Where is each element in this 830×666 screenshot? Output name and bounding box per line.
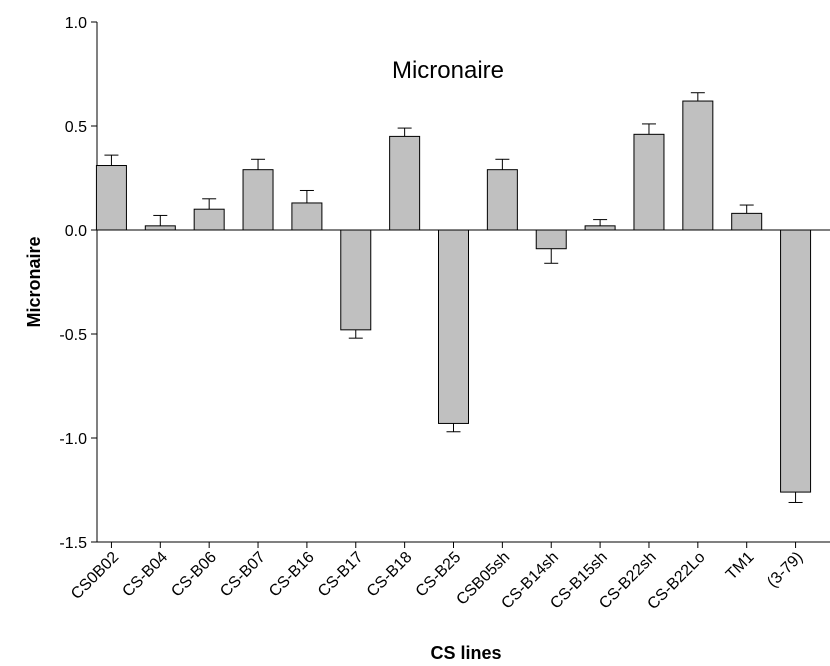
bar — [95, 165, 127, 231]
x-axis-title: CS lines — [430, 643, 501, 663]
bar — [731, 212, 763, 231]
y-axis: -1.5 -1.0 -0.5 0.0 0.5 1.0 — [59, 15, 98, 552]
bar — [340, 229, 372, 331]
bar — [438, 229, 469, 424]
x-axis: CS0B02CS-B04CS-B06CS-B07CS-B16CS-B17CS-B… — [68, 541, 830, 613]
chart-title: Micronaire — [392, 57, 504, 84]
bar — [144, 225, 176, 231]
x-tick-label: (3-79) — [764, 549, 806, 591]
x-tick-label: CS-B06 — [168, 549, 220, 601]
x-tick-label: CS-B18 — [364, 549, 416, 601]
x-tick-label: CS-B04 — [119, 549, 171, 601]
y-tick-label: 1.0 — [65, 15, 87, 32]
bar — [193, 208, 225, 231]
bar — [633, 133, 665, 231]
bar — [242, 169, 274, 231]
x-tick-label: CS-B07 — [217, 549, 269, 601]
x-tick-label: CS-B16 — [266, 549, 318, 601]
bar — [389, 135, 421, 231]
y-axis-title: Micronaire — [24, 236, 44, 327]
bar — [535, 229, 567, 250]
y-tick-label: -1.0 — [59, 431, 87, 448]
y-tick-label: -0.5 — [59, 327, 87, 344]
x-tick-label: TM1 — [723, 549, 758, 584]
y-tick-label: -1.5 — [59, 535, 87, 552]
bar — [682, 100, 714, 231]
y-tick-label: 0.5 — [65, 119, 87, 136]
bar — [291, 202, 323, 231]
bar — [780, 229, 812, 493]
bar — [486, 169, 518, 231]
x-tick-label: CS-B17 — [315, 549, 367, 601]
bars — [95, 92, 830, 503]
y-tick-label: 0.0 — [65, 223, 87, 240]
x-tick-label: CS0B02 — [68, 549, 122, 603]
bar — [584, 225, 616, 231]
